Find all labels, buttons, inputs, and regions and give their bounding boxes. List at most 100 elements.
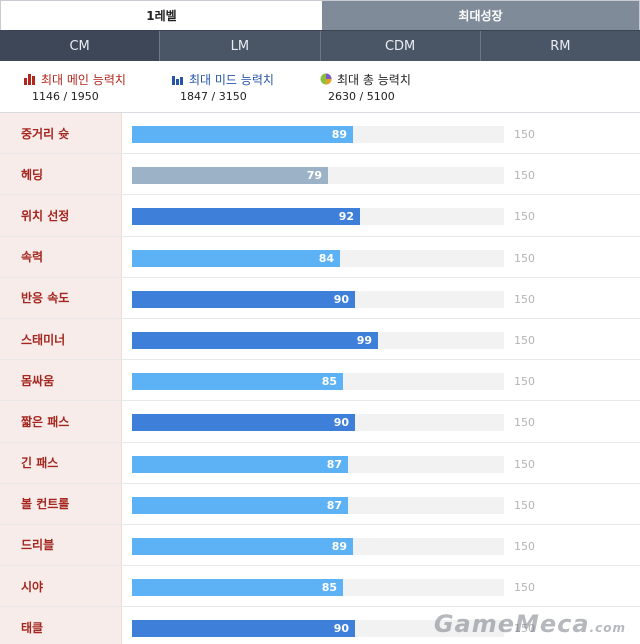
stat-label: 위치 선정	[0, 195, 122, 236]
stat-bar-track: 84	[132, 249, 504, 267]
stat-label: 짧은 패스	[0, 401, 122, 442]
stat-max-label: 150	[514, 333, 535, 347]
stat-row: 반응 속도 90 150	[0, 277, 640, 319]
stat-bar-track: 90	[132, 290, 504, 308]
stat-label: 반응 속도	[0, 277, 122, 318]
stat-bar-track: 87	[132, 455, 504, 473]
stat-row: 긴 패스 87 150	[0, 442, 640, 484]
stat-max-label: 150	[514, 457, 535, 471]
main-stat-title-row: 최대 메인 능력치	[24, 71, 172, 87]
stat-row: 시야 85 150	[0, 566, 640, 608]
stat-max-label: 150	[514, 498, 535, 512]
bar-chart-icon	[24, 73, 35, 85]
stat-max-label: 150	[514, 210, 535, 224]
stat-bar-area: 85 150	[122, 566, 640, 606]
stat-label: 속력	[0, 236, 122, 277]
stat-summary: 최대 메인 능력치 1146 / 1950 최대 미드 능력치 1847 / 3…	[0, 61, 640, 113]
stat-bar-area: 90 150	[122, 607, 640, 644]
stat-row: 드리블 89 150	[0, 524, 640, 567]
stat-row: 짧은 패스 90 150	[0, 401, 640, 443]
stat-label: 헤딩	[0, 154, 122, 195]
stat-label: 볼 컨트롤	[0, 483, 122, 524]
mid-stat-title-row: 최대 미드 능력치	[172, 71, 320, 87]
mid-stat-value: 1847 / 3150	[180, 90, 247, 103]
gamemeca-watermark: GameMeca.com	[434, 610, 626, 638]
tab-position-lm[interactable]: LM	[159, 31, 319, 61]
stat-bar-track: 89	[132, 537, 504, 555]
stat-bar-fill: 79	[132, 167, 328, 185]
stat-max-label: 150	[514, 622, 535, 636]
stat-bar-area: 79 150	[122, 154, 640, 194]
watermark-suffix: .com	[589, 621, 626, 635]
stat-label: 태클	[0, 607, 122, 644]
stat-row: 위치 선정 92 150	[0, 195, 640, 237]
stat-max-label: 150	[514, 128, 535, 141]
stat-bar-track: 87	[132, 496, 504, 514]
stat-row: 스태미너 99 150	[0, 318, 640, 361]
stat-bar-area: 84 150	[122, 237, 640, 277]
total-stat-title-row: 최대 총 능력치	[320, 71, 468, 87]
stat-bar-fill: 89	[132, 126, 353, 143]
stat-label: 스태미너	[0, 318, 122, 360]
stat-row: 속력 84 150	[0, 236, 640, 278]
tab-position-cdm[interactable]: CDM	[319, 31, 480, 61]
stat-bar-track: 85	[132, 373, 504, 391]
stat-max-label: 150	[514, 251, 535, 265]
stat-max-label: 150	[514, 375, 535, 389]
watermark-main: GameMeca	[433, 610, 590, 638]
stat-label: 몸싸움	[0, 360, 122, 401]
position-tab-bar: CM LM CDM RM	[0, 30, 640, 61]
total-stat-summary: 최대 총 능력치 2630 / 5100	[320, 71, 468, 112]
main-stat-summary: 최대 메인 능력치 1146 / 1950	[24, 71, 172, 112]
total-stat-value: 2630 / 5100	[328, 90, 395, 103]
pie-chart-icon	[320, 73, 332, 85]
main-stat-title: 최대 메인 능력치	[41, 72, 126, 87]
stat-bar-fill: 85	[132, 579, 343, 597]
stat-bar-area: 87 150	[122, 484, 640, 524]
stat-bar-fill: 90	[132, 620, 355, 638]
tab-position-rm[interactable]: RM	[479, 31, 640, 61]
stat-bar-fill: 92	[132, 208, 360, 226]
stat-max-label: 150	[514, 169, 535, 183]
main-stat-value: 1146 / 1950	[32, 90, 99, 103]
stat-label: 중거리 슛	[0, 113, 122, 154]
stat-max-label: 150	[514, 416, 535, 430]
stat-row: 중거리 슛 89 150	[0, 113, 640, 155]
stat-bar-track: 79	[132, 167, 504, 185]
stat-bar-area: 87 150	[122, 443, 640, 483]
stat-bar-track: 90	[132, 414, 504, 432]
mid-stat-summary: 최대 미드 능력치 1847 / 3150	[172, 71, 320, 112]
tab-position-cm[interactable]: CM	[0, 31, 160, 61]
stat-max-label: 150	[514, 581, 535, 595]
stat-max-label: 150	[514, 539, 535, 553]
bar-chart-icon	[172, 75, 183, 85]
stat-bar-track: 99	[132, 331, 504, 349]
level-tab-bar: 1레벨 최대성장	[0, 0, 640, 30]
tab-level-1[interactable]: 1레벨	[1, 1, 322, 30]
stat-bar-fill: 99	[132, 331, 378, 349]
stat-bar-area: 90 150	[122, 401, 640, 441]
mid-stat-title: 최대 미드 능력치	[189, 72, 274, 87]
tab-max-growth[interactable]: 최대성장	[322, 1, 639, 30]
stat-bar-track: 85	[132, 579, 504, 597]
stat-row: 태클 90 150	[0, 607, 640, 644]
stat-row: 몸싸움 85 150	[0, 360, 640, 402]
stat-bar-fill: 84	[132, 249, 340, 267]
stat-bar-area: 89 150	[122, 525, 640, 565]
stat-bar-fill: 90	[132, 290, 355, 308]
stat-bar-fill: 90	[132, 414, 355, 432]
stat-bar-fill: 87	[132, 455, 348, 473]
stat-label: 시야	[0, 566, 122, 607]
stat-bar-area: 90 150	[122, 278, 640, 318]
stat-row: 헤딩 79 150	[0, 154, 640, 196]
stat-bar-fill: 87	[132, 496, 348, 514]
stat-bar-area: 99 150	[122, 319, 640, 359]
stat-bar-track: 89	[132, 126, 504, 143]
stat-bar-track: 90	[132, 620, 504, 638]
stat-max-label: 150	[514, 292, 535, 306]
stat-bar-area: 92 150	[122, 195, 640, 235]
stat-bar-track: 92	[132, 208, 504, 226]
stat-row: 볼 컨트롤 87 150	[0, 483, 640, 525]
stat-list: 중거리 슛 89 150 헤딩 79 150 위치 선정 92 150 속력 84 150 반응 속도 9…	[0, 113, 640, 644]
stat-bar-fill: 89	[132, 537, 353, 555]
